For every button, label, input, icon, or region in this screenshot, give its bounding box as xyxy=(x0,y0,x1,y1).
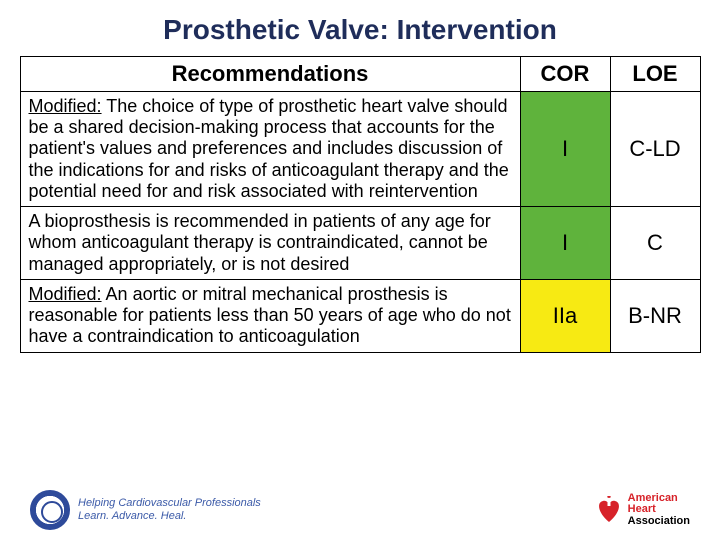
loe-cell: C xyxy=(610,207,700,280)
col-header-loe: LOE xyxy=(610,57,700,92)
aha-line3: Association xyxy=(628,516,690,528)
recommendation-cell: A bioprosthesis is recommended in patien… xyxy=(20,207,520,280)
loe-cell: B-NR xyxy=(610,279,700,352)
table-row: A bioprosthesis is recommended in patien… xyxy=(20,207,700,280)
footer: Helping Cardiovascular Professionals Lea… xyxy=(0,490,720,530)
recommendation-cell: Modified: An aortic or mitral mechanical… xyxy=(20,279,520,352)
acc-tagline-line2: Learn. Advance. Heal. xyxy=(78,510,261,523)
loe-cell: C-LD xyxy=(610,92,700,207)
recommendation-text: An aortic or mitral mechanical prosthesi… xyxy=(29,284,511,346)
modified-prefix: Modified: xyxy=(29,284,102,304)
aha-logo: American Heart Association xyxy=(594,493,690,528)
table-row: Modified: An aortic or mitral mechanical… xyxy=(20,279,700,352)
heart-torch-icon xyxy=(594,496,624,524)
acc-tagline-line1: Helping Cardiovascular Professionals xyxy=(78,497,261,510)
acc-tagline: Helping Cardiovascular Professionals Lea… xyxy=(78,497,261,522)
table-row: Modified: The choice of type of prosthet… xyxy=(20,92,700,207)
recommendations-table: Recommendations COR LOE Modified: The ch… xyxy=(20,56,701,353)
modified-prefix: Modified: xyxy=(29,96,102,116)
col-header-recommendations: Recommendations xyxy=(20,57,520,92)
table-header-row: Recommendations COR LOE xyxy=(20,57,700,92)
cor-cell: IIa xyxy=(520,279,610,352)
col-header-cor: COR xyxy=(520,57,610,92)
recommendation-cell: Modified: The choice of type of prosthet… xyxy=(20,92,520,207)
cor-cell: I xyxy=(520,92,610,207)
acc-logo: Helping Cardiovascular Professionals Lea… xyxy=(30,490,261,530)
page-title: Prosthetic Valve: Intervention xyxy=(0,0,720,56)
acc-seal-icon xyxy=(30,490,70,530)
aha-text: American Heart Association xyxy=(628,493,690,528)
cor-cell: I xyxy=(520,207,610,280)
recommendation-text: A bioprosthesis is recommended in patien… xyxy=(29,211,491,273)
